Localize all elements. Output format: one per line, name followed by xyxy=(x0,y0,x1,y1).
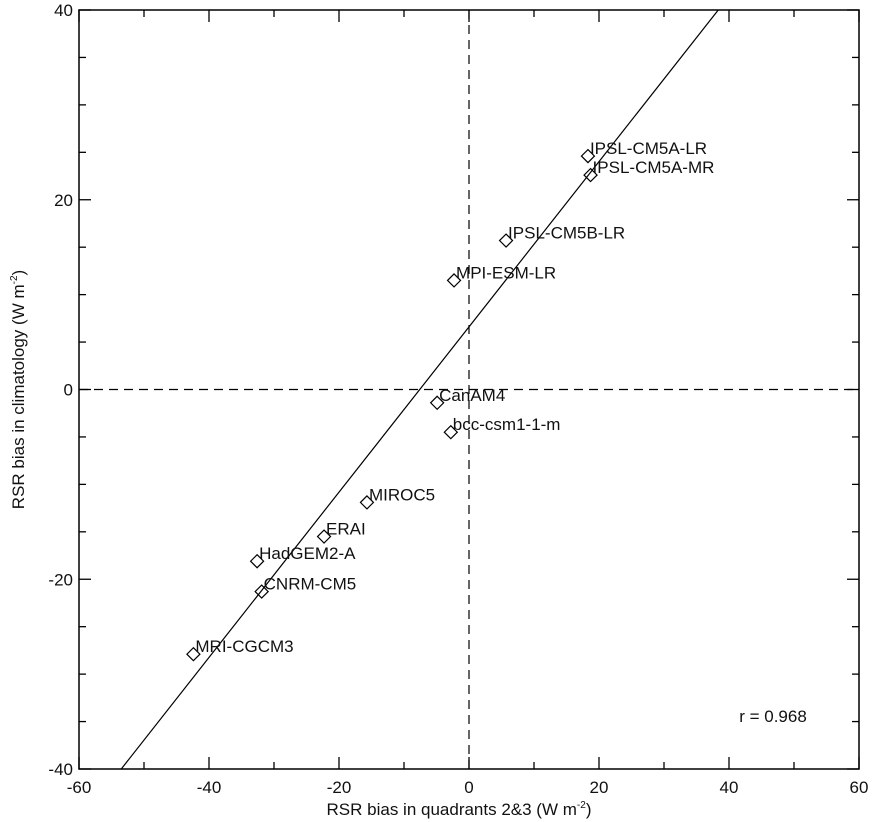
y-axis-title-end: ) xyxy=(9,270,28,276)
data-point-label: ERAI xyxy=(326,520,366,539)
y-axis-title-sup: -2 xyxy=(9,275,20,284)
data-point-label: IPSL-CM5B-LR xyxy=(508,224,625,243)
data-point-label: CanAM4 xyxy=(439,386,505,405)
data-point-marker xyxy=(316,529,332,544)
x-tick-label: 0 xyxy=(464,778,473,797)
x-axis-title: RSR bias in quadrants 2&3 (W m-2) xyxy=(327,800,592,819)
data-point-label: bcc-csm1-1-m xyxy=(453,415,561,434)
y-tick-label: 40 xyxy=(54,1,73,20)
data-point-label: MPI-ESM-LR xyxy=(456,263,556,282)
y-axis-title: RSR bias in climatology (W m-2) xyxy=(9,270,28,509)
x-axis-title-end: ) xyxy=(586,800,592,819)
x-tick-label: -60 xyxy=(67,778,92,797)
correlation-annotation: r = 0.968 xyxy=(739,707,807,726)
data-point-marker xyxy=(359,495,375,510)
data-point-marker xyxy=(583,167,598,183)
y-axis-title-main: RSR bias in climatology (W m xyxy=(9,284,28,509)
x-tick-label: 60 xyxy=(850,778,869,797)
regression-line-group xyxy=(120,9,719,770)
data-point-marker xyxy=(580,148,596,164)
y-tick-label: 20 xyxy=(54,191,73,210)
data-point-marker xyxy=(443,424,459,440)
y-tick-label: -20 xyxy=(48,570,73,589)
x-axis-title-main: RSR bias in quadrants 2&3 (W m xyxy=(327,800,577,819)
x-tick-label: -20 xyxy=(327,778,352,797)
data-point-label: CNRM-CM5 xyxy=(264,575,357,594)
reference-lines xyxy=(79,10,859,769)
x-tick-label: 40 xyxy=(720,778,739,797)
y-tick-label: 0 xyxy=(64,381,73,400)
x-tick-label: 20 xyxy=(590,778,609,797)
regression-line xyxy=(120,9,719,770)
data-point-label: IPSL-CM5A-MR xyxy=(593,158,715,177)
data-point-marker xyxy=(429,395,445,411)
data-point-marker xyxy=(186,646,201,662)
data-points xyxy=(186,148,598,662)
y-tick-label: -40 xyxy=(48,760,73,779)
data-point-label: MIROC5 xyxy=(369,485,435,504)
x-axis-title-sup: -2 xyxy=(577,800,586,811)
x-tick-label: -40 xyxy=(197,778,222,797)
data-point-label: MRI-CGCM3 xyxy=(195,637,293,656)
data-point-marker xyxy=(249,553,265,569)
axis-ticks xyxy=(78,9,860,770)
data-point-label: HadGEM2-A xyxy=(259,544,356,563)
data-point-marker xyxy=(254,584,269,599)
data-point-marker xyxy=(498,233,514,248)
data-point-marker xyxy=(446,273,462,288)
data-point-label: IPSL-CM5A-LR xyxy=(590,139,707,158)
